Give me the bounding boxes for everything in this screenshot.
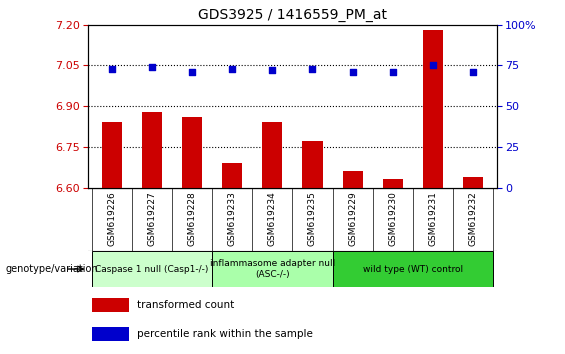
Bar [262,122,282,188]
Point [147,64,157,70]
Text: percentile rank within the sample: percentile rank within the sample [137,329,313,339]
Bar [302,142,323,188]
FancyBboxPatch shape [212,251,333,287]
Bar [92,327,129,341]
Text: wild type (WT) control: wild type (WT) control [363,264,463,274]
Point [107,66,116,72]
Bar [222,163,242,188]
Text: GSM619227: GSM619227 [147,191,157,246]
Text: GSM619230: GSM619230 [388,191,397,246]
Point [228,66,237,72]
Text: GSM619231: GSM619231 [428,191,437,246]
Text: GSM619233: GSM619233 [228,191,237,246]
Bar [463,177,483,188]
Title: GDS3925 / 1416559_PM_at: GDS3925 / 1416559_PM_at [198,8,387,22]
Text: GSM619226: GSM619226 [107,191,116,246]
Bar [92,298,129,312]
FancyBboxPatch shape [333,251,493,287]
Text: inflammasome adapter null
(ASC-/-): inflammasome adapter null (ASC-/-) [210,259,335,279]
Point [348,69,357,75]
Bar [182,117,202,188]
Bar [383,179,403,188]
Point [188,69,197,75]
Text: genotype/variation: genotype/variation [6,264,98,274]
Bar [142,112,162,188]
FancyBboxPatch shape [92,251,212,287]
Point [428,63,437,68]
Text: GSM619234: GSM619234 [268,191,277,246]
Point [308,66,317,72]
Point [388,69,397,75]
Point [268,68,277,73]
Text: Caspase 1 null (Casp1-/-): Caspase 1 null (Casp1-/-) [95,264,208,274]
Text: GSM619232: GSM619232 [468,191,477,246]
Text: GSM619228: GSM619228 [188,191,197,246]
Text: GSM619235: GSM619235 [308,191,317,246]
Text: GSM619229: GSM619229 [348,191,357,246]
Point [468,69,477,75]
Text: transformed count: transformed count [137,300,234,310]
Bar [102,122,121,188]
Bar [423,30,443,188]
Bar [342,171,363,188]
